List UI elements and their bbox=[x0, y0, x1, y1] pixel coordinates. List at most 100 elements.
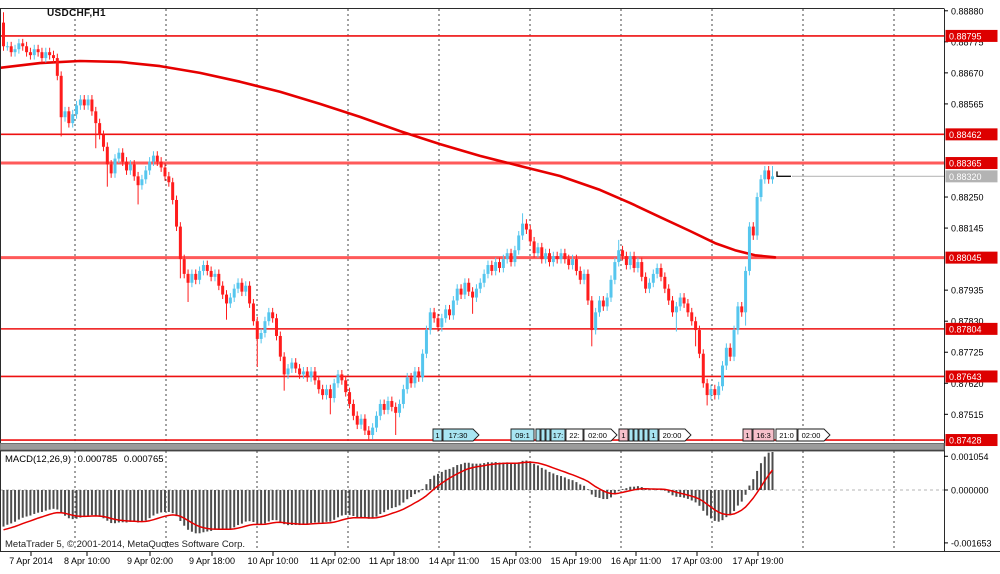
candle bbox=[13, 44, 17, 57]
event-flag[interactable] bbox=[628, 428, 634, 442]
candle bbox=[228, 293, 232, 308]
candle-body bbox=[190, 273, 194, 283]
candle bbox=[309, 367, 313, 382]
event-flag-shape bbox=[633, 428, 639, 442]
candle bbox=[359, 414, 363, 430]
candle-body bbox=[171, 182, 175, 200]
candle bbox=[528, 225, 532, 246]
event-flag[interactable] bbox=[643, 428, 649, 442]
candle bbox=[582, 269, 586, 285]
candle-body bbox=[717, 386, 721, 396]
candle-body bbox=[528, 229, 532, 242]
candle bbox=[28, 47, 32, 60]
candle bbox=[674, 301, 678, 332]
event-flag-shape bbox=[638, 428, 644, 442]
candle bbox=[213, 269, 217, 282]
event-flag[interactable]: 16:3 bbox=[752, 428, 775, 442]
candle bbox=[517, 231, 521, 255]
candle bbox=[101, 130, 105, 152]
candle-body bbox=[617, 250, 621, 263]
event-flag[interactable]: 1 bbox=[618, 428, 629, 442]
candle-body bbox=[255, 321, 259, 339]
candle-body bbox=[294, 362, 298, 369]
candle-body bbox=[328, 389, 332, 399]
event-flag-label: 09:1 bbox=[515, 431, 530, 440]
candle bbox=[724, 343, 728, 370]
event-flag-label: 1 bbox=[621, 431, 625, 440]
event-flag[interactable]: 17:30 bbox=[442, 428, 480, 442]
event-flag[interactable]: 02:00 bbox=[797, 428, 831, 442]
candle bbox=[144, 165, 148, 184]
event-flag[interactable] bbox=[638, 428, 644, 442]
candle-body bbox=[563, 253, 567, 260]
candle bbox=[701, 349, 705, 388]
current-price-badge-label: 0.88320 bbox=[949, 172, 982, 182]
candle bbox=[86, 95, 90, 110]
candle-body bbox=[667, 288, 671, 301]
event-flag[interactable]: 21:0 bbox=[775, 428, 798, 442]
candle bbox=[251, 299, 255, 326]
candle bbox=[467, 278, 471, 297]
event-flag[interactable]: 20:00 bbox=[658, 428, 692, 442]
candle bbox=[424, 325, 428, 359]
candle-body bbox=[398, 403, 402, 413]
candle bbox=[628, 251, 632, 270]
price-level-badge bbox=[945, 128, 998, 141]
candle-body bbox=[578, 270, 582, 280]
candle-body bbox=[486, 265, 490, 274]
event-flag[interactable] bbox=[535, 428, 541, 442]
event-flag[interactable]: 1 bbox=[648, 428, 659, 442]
candle bbox=[44, 47, 48, 63]
candle-body bbox=[621, 250, 625, 257]
candle-body bbox=[140, 179, 144, 186]
time-axis-label: 15 Apr 19:00 bbox=[550, 556, 601, 566]
candle-body bbox=[624, 256, 628, 266]
candle bbox=[651, 269, 655, 288]
price-level-badge-label: 0.87643 bbox=[949, 372, 982, 382]
event-flag[interactable]: 1 bbox=[432, 428, 443, 442]
event-flag[interactable] bbox=[545, 428, 551, 442]
event-flag-shape bbox=[658, 428, 692, 442]
event-flag[interactable] bbox=[633, 428, 639, 442]
candle-body bbox=[221, 285, 225, 295]
price-level-badge bbox=[945, 251, 998, 264]
candle-body bbox=[21, 43, 25, 47]
panel-splitter[interactable] bbox=[0, 443, 945, 451]
candle-body bbox=[194, 273, 198, 280]
candle-body bbox=[48, 52, 52, 56]
indicator-axis[interactable]: 0.001054 0.000000 -0.001653 bbox=[944, 452, 992, 549]
candle bbox=[278, 331, 282, 362]
candle-body bbox=[75, 105, 79, 115]
candle bbox=[221, 281, 225, 300]
event-flag[interactable]: 1 bbox=[742, 428, 753, 442]
candle-body bbox=[759, 179, 763, 198]
candle-body bbox=[763, 170, 767, 180]
candle bbox=[336, 369, 340, 388]
event-flag[interactable]: 22: bbox=[565, 428, 584, 442]
candle-body bbox=[225, 294, 229, 304]
price-axis[interactable]: 0.88880 0.88775 0.88670 0.88565 0.88250 0.881… bbox=[944, 6, 998, 447]
candle-body bbox=[544, 253, 548, 260]
candle bbox=[405, 372, 409, 394]
event-flag[interactable]: 09:1 bbox=[510, 428, 535, 442]
candle-body bbox=[324, 389, 328, 396]
price-level-badge bbox=[945, 370, 998, 383]
candle bbox=[21, 38, 25, 51]
candle-body bbox=[463, 282, 467, 295]
event-flag[interactable]: 17: bbox=[550, 428, 566, 442]
event-flag[interactable]: 02:00 bbox=[583, 428, 618, 442]
time-axis-label: 14 Apr 11:00 bbox=[429, 556, 479, 566]
candle-body bbox=[378, 403, 382, 416]
candle-body bbox=[694, 321, 698, 331]
candle bbox=[398, 399, 402, 418]
candle bbox=[471, 287, 475, 314]
candle bbox=[113, 154, 117, 178]
time-axis[interactable]: 7 Apr 2014 8 Apr 10:00 9 Apr 02:00 9 Apr 18… bbox=[9, 552, 784, 566]
event-flag-shape bbox=[432, 428, 443, 442]
candle-body bbox=[132, 164, 136, 177]
candle-body bbox=[597, 300, 601, 313]
event-flag[interactable] bbox=[540, 428, 546, 442]
candle-body bbox=[321, 389, 325, 396]
candle-body bbox=[94, 111, 98, 124]
